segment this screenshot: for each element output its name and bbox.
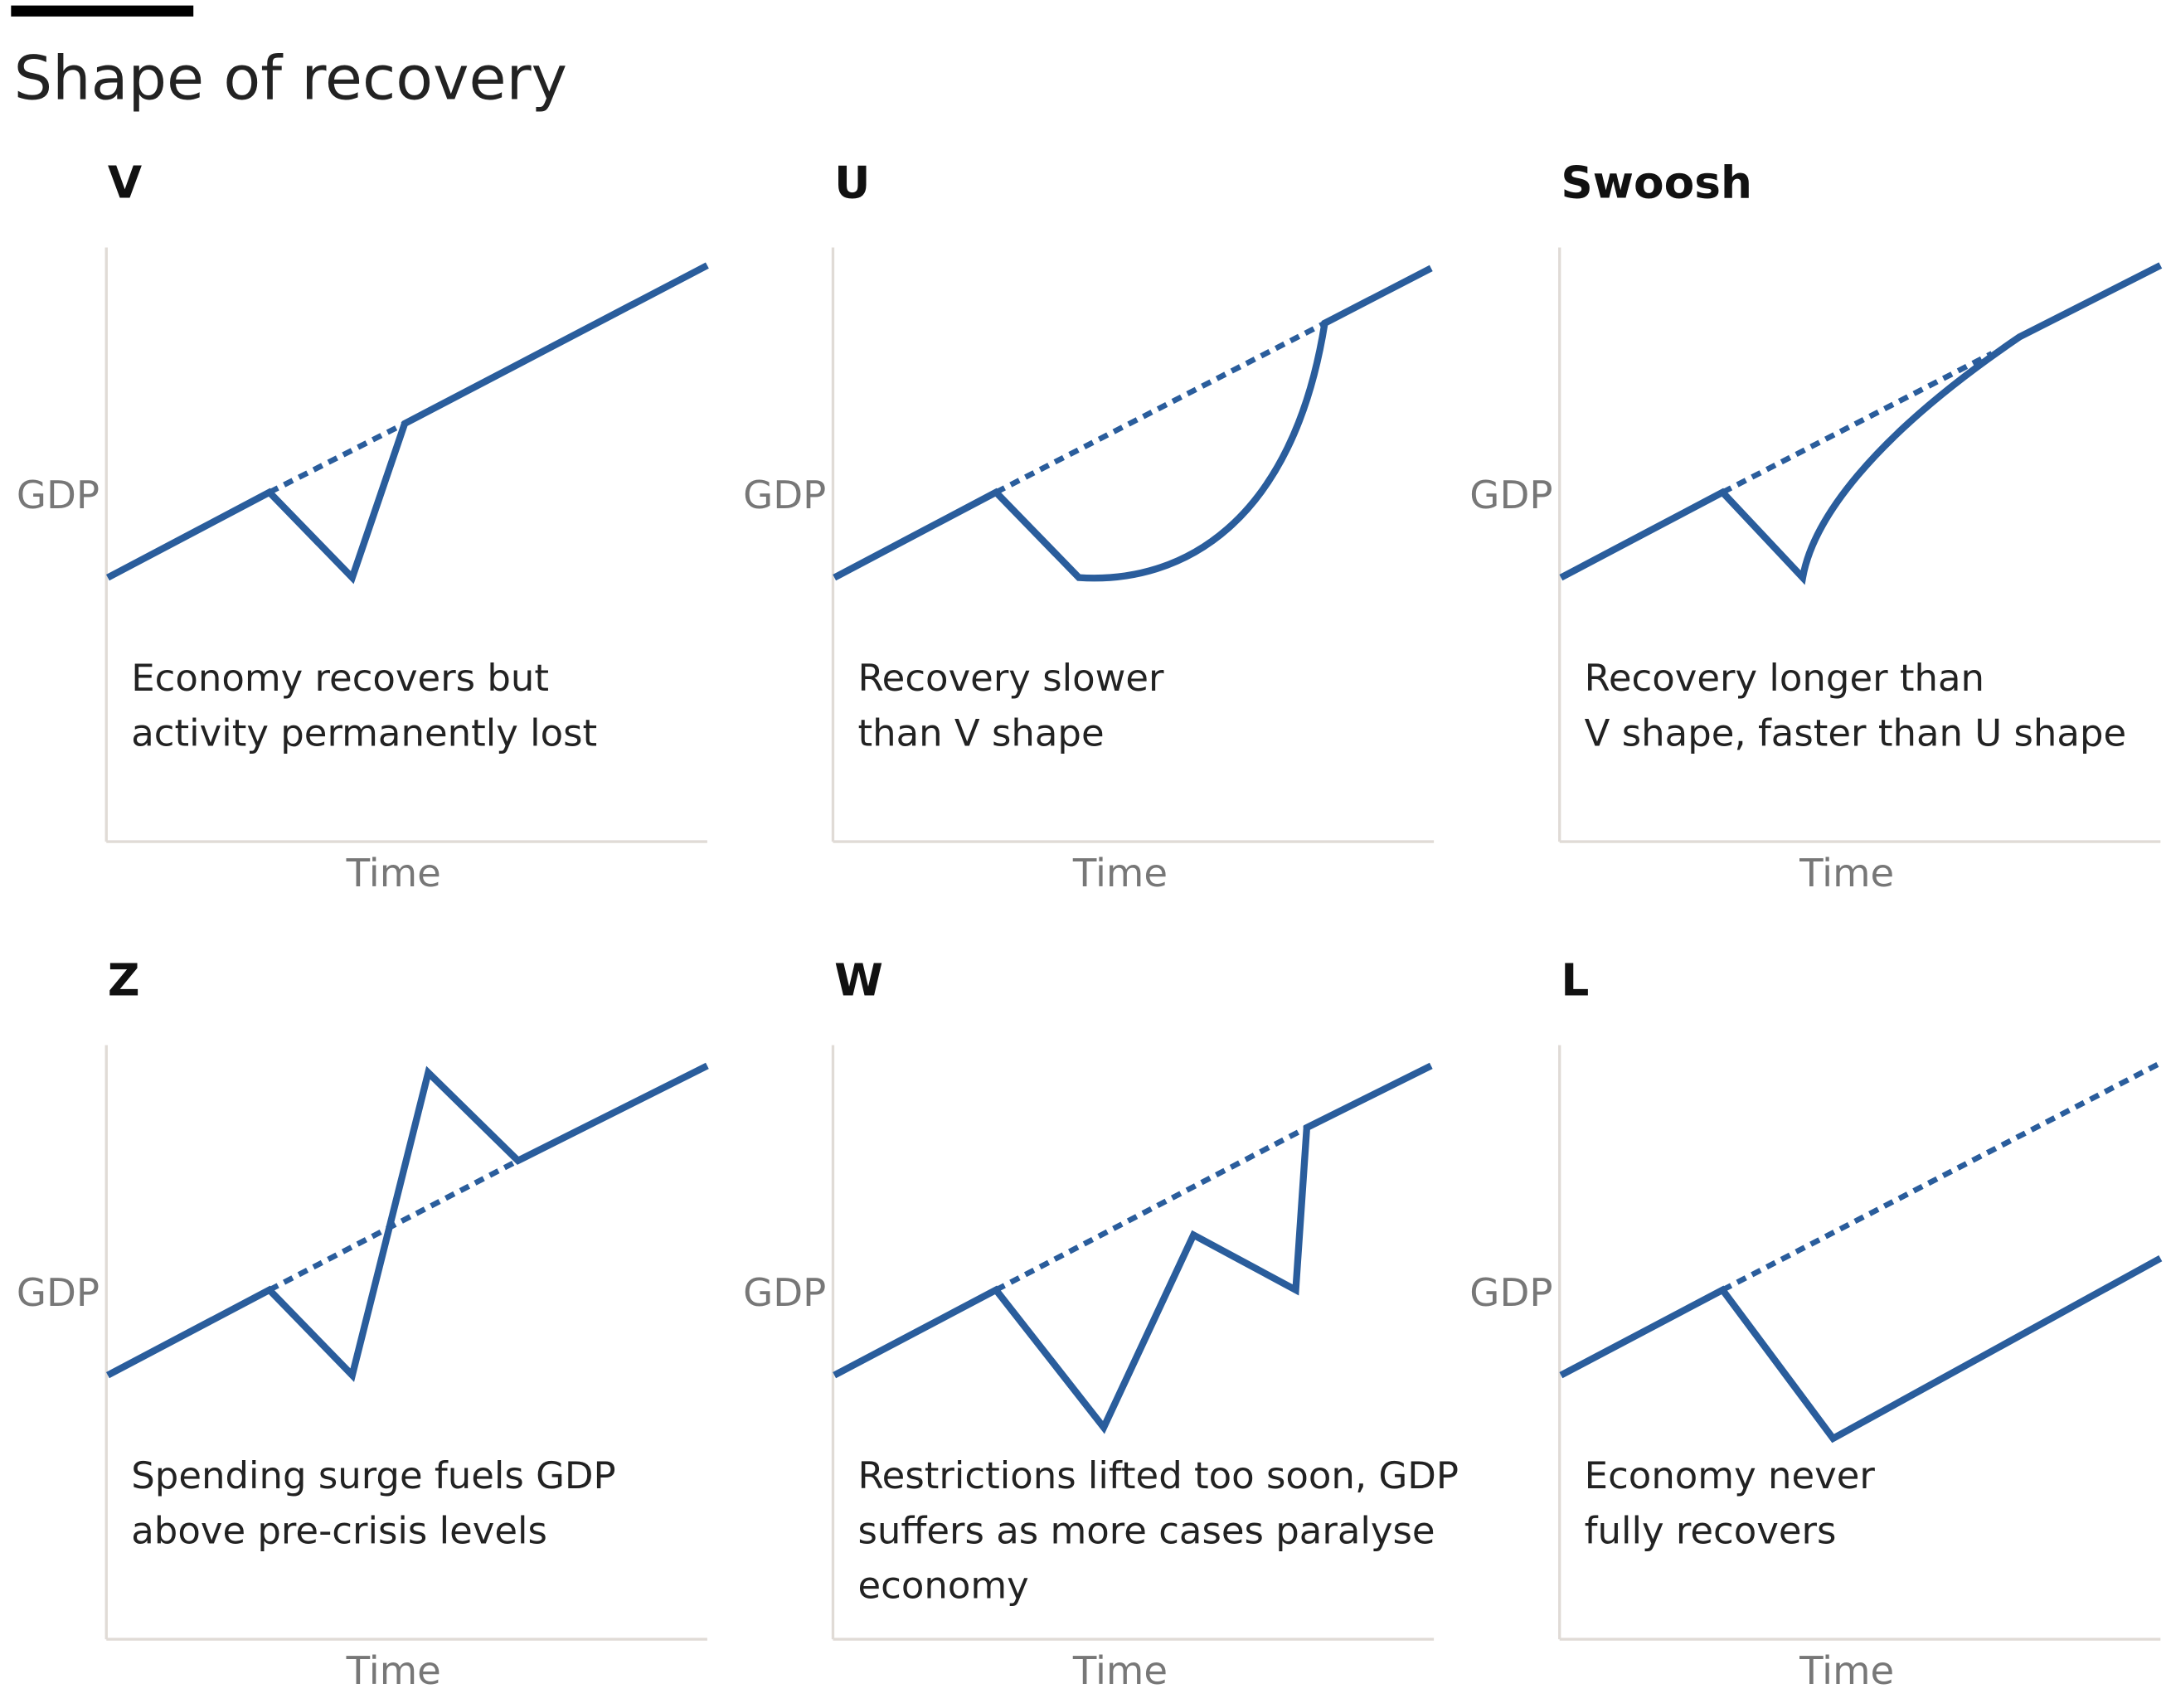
trend-line [268, 420, 406, 495]
y-axis-label: GDP [1469, 1270, 1552, 1315]
panel: V GDP Time Economy recovers but activity per… [17, 158, 709, 895]
description: Restrictions lifted too soon, GDP [857, 1453, 1459, 1497]
recovery-curve [1559, 262, 2163, 585]
y-axis-label: GDP [743, 1270, 826, 1315]
title: Shape of recovery [14, 44, 567, 114]
y-axis-label: GDP [743, 473, 826, 517]
trend-line [1721, 351, 1994, 495]
trend-line [994, 320, 1327, 495]
description: Recovery slower [857, 656, 1164, 700]
description: activity permanently lost [131, 711, 597, 755]
description: Economy recovers but [131, 656, 549, 700]
description: Economy never [1585, 1453, 1876, 1497]
panel: Z GDP Time Spending surge fuels GDP above pr… [17, 955, 709, 1693]
x-axis-label: Time [346, 1648, 441, 1693]
panel-title: V [108, 158, 142, 209]
x-axis-label: Time [1072, 851, 1168, 895]
description: suffers as more cases paralyse [857, 1508, 1435, 1552]
description: than V shape [857, 711, 1104, 755]
trend-line [994, 1125, 1309, 1293]
description: Spending surge fuels GDP [131, 1453, 615, 1497]
recovery-curve [105, 1062, 709, 1382]
description: economy [857, 1564, 1028, 1608]
header-bar [11, 5, 194, 17]
recovery-curve [105, 262, 709, 585]
description: above pre-crisis levels [131, 1508, 547, 1552]
panel: U GDP Time Recovery slower than V shape [743, 158, 1435, 895]
description: V shape, faster than U shape [1585, 711, 2126, 755]
y-axis-label: GDP [17, 473, 100, 517]
panel-title: Swoosh [1561, 158, 1752, 209]
x-axis-label: Time [1799, 851, 1894, 895]
panel: L GDP Time Economy never fully recovers [1469, 955, 2163, 1693]
panel-title: W [834, 955, 883, 1007]
x-axis-label: Time [1799, 1648, 1894, 1693]
panel: W GDP Time Restrictions lifted too soon, GD… [743, 955, 1459, 1693]
panel-title: L [1561, 955, 1589, 1007]
recovery-curve [833, 1062, 1433, 1434]
trend-line [1721, 1060, 2162, 1293]
x-axis-label: Time [346, 851, 441, 895]
panel-title: Z [108, 955, 140, 1007]
recovery-curve [1559, 1255, 2163, 1444]
x-axis-label: Time [1072, 1648, 1168, 1693]
panel: Swoosh GDP Time Recovery longer than V shape… [1469, 158, 2163, 895]
panel-title: U [834, 158, 870, 209]
y-axis-label: GDP [1469, 473, 1552, 517]
description: fully recovers [1585, 1508, 1837, 1552]
description: Recovery longer than [1585, 656, 1984, 700]
trend-line [268, 1157, 520, 1293]
y-axis-label: GDP [17, 1270, 100, 1315]
recovery-curve [833, 264, 1433, 582]
